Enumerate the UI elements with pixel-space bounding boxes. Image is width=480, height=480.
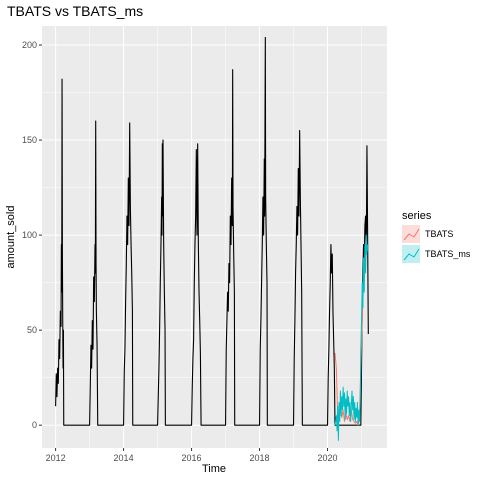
y-tick-label: 200 (22, 40, 37, 50)
series-line-tbats-ms (334, 234, 369, 441)
y-tick-label: 100 (22, 230, 37, 240)
plot-panel (42, 26, 387, 448)
x-tick-label: 2012 (46, 453, 66, 463)
x-tick-label: 2016 (182, 453, 202, 463)
y-tick-label: 50 (27, 325, 37, 335)
y-tick-label: 150 (22, 135, 37, 145)
x-tick-label: 2018 (250, 453, 270, 463)
legend-item-tbats-ms: TBATS_ms (402, 245, 471, 263)
x-tick-label: 2014 (114, 453, 134, 463)
x-axis-title: Time (202, 463, 226, 475)
legend-key-line (403, 248, 420, 261)
chart-title: TBATS vs TBATS_ms (7, 3, 143, 19)
legend-key-fill (402, 225, 420, 243)
legend-label: TBATS (425, 229, 453, 239)
x-tick-label: 2020 (318, 453, 338, 463)
legend-key-line (403, 228, 420, 241)
y-axis-title: amount_sold (5, 206, 17, 269)
y-tick-label: 0 (32, 420, 37, 430)
legend: series TBATS TBATS_ms (402, 210, 471, 263)
x-axis: 2012 2014 2016 2018 2020 (46, 448, 338, 463)
y-axis: 0 50 100 150 200 (22, 40, 42, 430)
legend-item-tbats: TBATS (402, 225, 453, 243)
legend-title: series (402, 210, 432, 222)
series-layer (55, 36, 369, 441)
major-gridlines (42, 26, 387, 448)
legend-items: TBATS TBATS_ms (402, 225, 471, 263)
actual-series-line (55, 36, 369, 426)
legend-label: TBATS_ms (425, 249, 471, 259)
legend-key-fill (402, 245, 420, 263)
